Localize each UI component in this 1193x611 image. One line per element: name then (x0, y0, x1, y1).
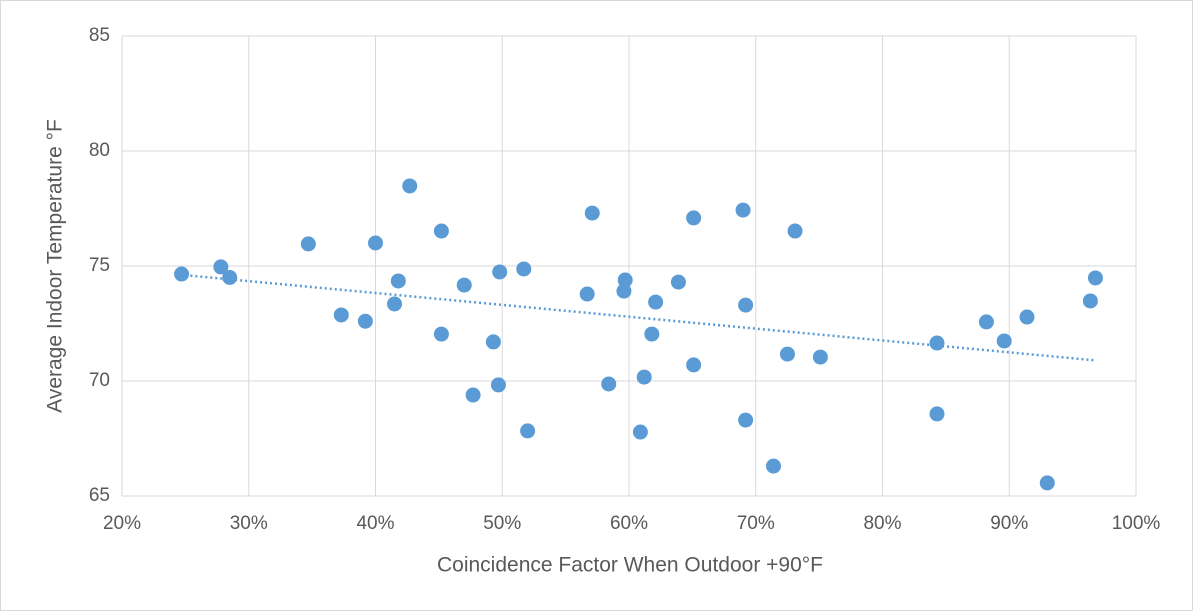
point (787, 223, 803, 239)
point (686, 357, 702, 373)
point (492, 264, 508, 280)
y-tick-label: 65 (89, 485, 110, 506)
point (636, 369, 652, 385)
point (456, 277, 472, 293)
point (929, 335, 945, 351)
point (433, 326, 449, 342)
point (333, 307, 349, 323)
point (368, 235, 383, 251)
point (387, 296, 403, 312)
point (735, 202, 751, 218)
y-axis-label: Average Indoor Temperature °F (44, 119, 67, 413)
x-tick-label: 70% (737, 513, 775, 534)
point (617, 272, 633, 288)
point (601, 376, 617, 392)
point (174, 266, 190, 282)
point (485, 334, 501, 350)
point (738, 412, 754, 428)
point (490, 377, 506, 393)
point (779, 346, 795, 362)
x-tick-label: 60% (610, 513, 648, 534)
point (648, 294, 664, 310)
point (616, 283, 632, 299)
x-tick-label: 20% (103, 513, 141, 534)
point (465, 387, 481, 403)
point (1082, 293, 1098, 309)
point (1087, 270, 1103, 286)
point (670, 274, 686, 290)
x-tick-label: 50% (483, 513, 521, 534)
point (812, 349, 828, 365)
x-tick-label: 80% (863, 513, 901, 534)
y-tick-label: 75 (89, 255, 110, 276)
point (738, 297, 754, 313)
point (579, 286, 595, 302)
point (996, 333, 1012, 349)
point (516, 261, 532, 277)
x-tick-label: 30% (230, 513, 268, 534)
point (765, 458, 781, 474)
y-tick-label: 85 (89, 25, 110, 46)
point (686, 210, 702, 226)
point (929, 406, 945, 422)
point (584, 205, 600, 221)
point (222, 270, 238, 285)
point (357, 313, 373, 329)
point (978, 314, 994, 330)
point (433, 223, 449, 239)
x-tick-label: 90% (990, 513, 1028, 534)
x-axis-label: Coincidence Factor When Outdoor +90°F (437, 554, 823, 577)
x-tick-label: 100% (1112, 513, 1161, 534)
y-tick-label: 80 (89, 140, 110, 161)
point (644, 326, 660, 342)
x-tick-label: 40% (356, 513, 394, 534)
point (300, 236, 316, 252)
point (1019, 309, 1035, 325)
point (520, 423, 536, 439)
point (390, 273, 406, 289)
point (1039, 475, 1055, 491)
y-tick-label: 70 (89, 370, 110, 391)
trendline (185, 273, 1095, 362)
point (632, 424, 648, 440)
point (402, 178, 418, 194)
point (213, 259, 229, 275)
